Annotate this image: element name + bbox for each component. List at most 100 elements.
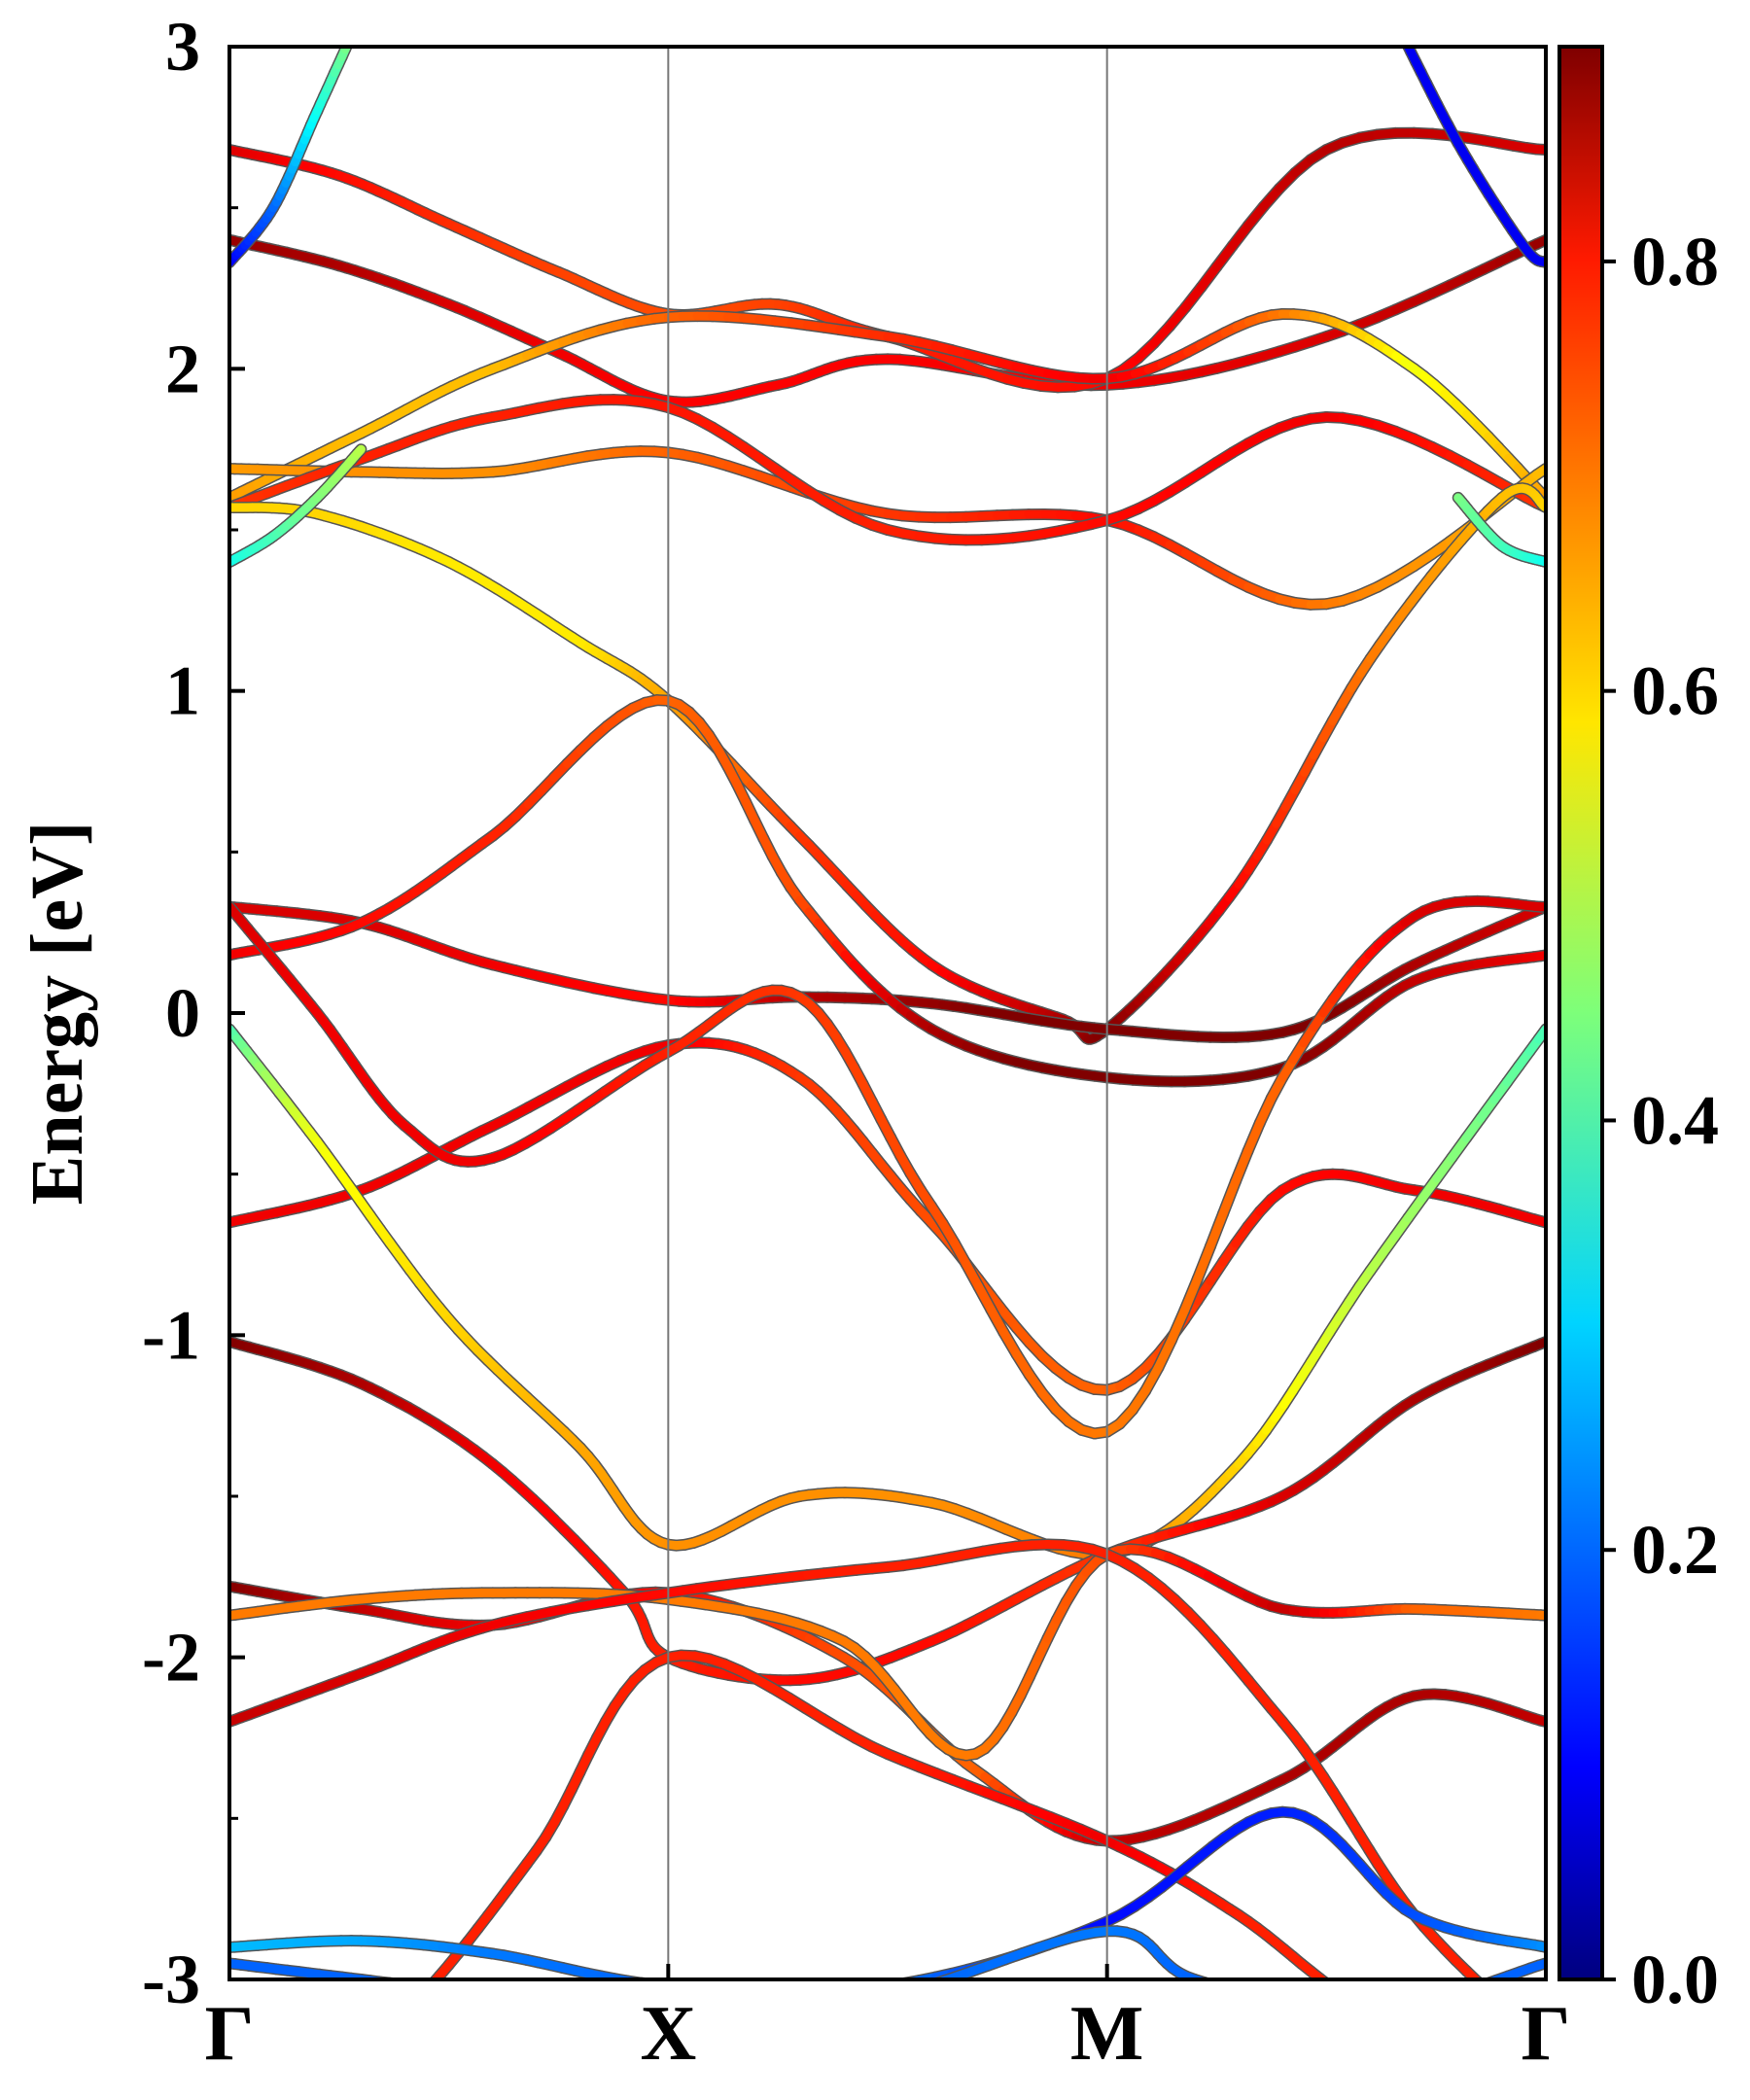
band-11 <box>229 1023 1546 1561</box>
band-segment <box>872 1986 888 1988</box>
band-segment-outline <box>791 2007 808 2008</box>
band-segment <box>1395 2023 1409 2029</box>
band-segment <box>1251 1996 1264 1999</box>
band-segment-outline <box>1398 26 1402 34</box>
band-segment-outline <box>1199 1977 1215 1979</box>
band-segment <box>406 1985 415 1986</box>
band-segment <box>613 2010 627 2011</box>
band-segment <box>1481 2054 1494 2059</box>
band-segment <box>370 2030 377 2032</box>
band-segment-outline <box>550 2003 563 2005</box>
y-tick-label: 0 <box>165 974 200 1052</box>
band-segment-outline <box>1408 2029 1422 2035</box>
band-segment-outline <box>527 2000 539 2002</box>
band-segment <box>1397 2006 1412 2009</box>
band-segment-outline <box>1317 2009 1331 2011</box>
band-segment-outline <box>650 1978 663 1979</box>
band-segment-outline <box>504 1997 515 1998</box>
band-segment-outline <box>1437 2040 1452 2045</box>
band-segment <box>482 1994 493 1995</box>
band-segment-outline <box>713 1989 728 1990</box>
band-segment-outline <box>808 1991 824 1992</box>
band-segment <box>1179 1274 1203 1315</box>
band-segment-outline <box>345 47 352 48</box>
bands-layer <box>229 15 1546 2068</box>
band-segment-outline <box>413 1996 422 2005</box>
band-segment <box>728 2011 744 2012</box>
band-segment-outline <box>1382 2017 1394 2023</box>
band-segment-outline <box>888 1992 903 1996</box>
band-segment <box>654 1984 668 1985</box>
band-segment-outline <box>856 1988 871 1990</box>
band-segment <box>575 2006 587 2008</box>
band-segment <box>1140 1362 1164 1395</box>
band-segment-outline <box>1472 1976 1485 1979</box>
colorbar-ticks: 0.80.60.40.20.0 <box>1602 223 1719 2018</box>
band-segment-outline <box>775 2008 791 2009</box>
band-segment-outline <box>1425 1999 1440 2003</box>
band-segment <box>563 2004 576 2006</box>
band-segment <box>1255 1094 1277 1128</box>
band-segment <box>682 1987 697 1988</box>
band-segment <box>1193 1242 1215 1283</box>
band-segment-outline <box>872 1996 888 1999</box>
band-segment <box>1330 1986 1340 1993</box>
band-segment <box>365 2033 370 2035</box>
band-segment <box>1452 2045 1466 2049</box>
band-segment <box>398 2012 405 2018</box>
band-segment-outline <box>601 2009 613 2010</box>
band-segment <box>324 2041 330 2043</box>
band-segment-outline <box>390 2018 397 2023</box>
band-segment <box>1227 1989 1239 1992</box>
band-segment <box>462 1992 472 1993</box>
band-21 <box>1398 26 1546 268</box>
band-segment-outline <box>317 2042 323 2044</box>
band-segment <box>390 2018 397 2023</box>
colorbar-tick-label: 0.6 <box>1631 652 1719 730</box>
band-segment-outline <box>472 1993 482 1994</box>
band-segment <box>304 2047 311 2049</box>
band-segment <box>1264 1999 1278 2002</box>
band-segment <box>1494 2059 1507 2063</box>
band-segment-outline <box>360 15 362 18</box>
band-segment <box>311 2044 318 2046</box>
band-segment <box>808 1991 824 1992</box>
band-segment <box>713 1989 728 1990</box>
band-segment <box>375 1977 392 1979</box>
band-segment-outline <box>268 2059 275 2062</box>
band-segment-outline <box>394 1978 407 1979</box>
band-segment-outline <box>891 1978 908 1979</box>
band-segment-outline <box>808 2005 824 2007</box>
band-15 <box>229 1538 1485 1979</box>
x-tick-label: X <box>640 1991 696 2077</box>
band-segment-outline <box>563 2004 576 2006</box>
band-segment <box>1454 1989 1469 1994</box>
band-segment-outline <box>1304 2007 1317 2009</box>
band-segment-outline <box>1331 2011 1345 2012</box>
band-segment <box>1215 1985 1227 1988</box>
band-segment <box>856 1988 871 1990</box>
band-segment-outline <box>515 1998 527 2000</box>
band-1 <box>229 233 1546 408</box>
band-segment-outline <box>462 1992 472 1993</box>
y-tick-label: 1 <box>165 652 200 730</box>
band-segment-outline <box>1383 2009 1397 2011</box>
band-segment-outline <box>398 2012 405 2018</box>
band-segment-outline <box>297 2048 303 2051</box>
band-segment <box>1466 2050 1481 2055</box>
band-segment <box>1383 2009 1397 2011</box>
band-16 <box>255 1649 1507 2068</box>
x-tick-label: M <box>1070 1991 1144 2077</box>
band-segment-outline <box>1402 47 1411 49</box>
band-segment <box>255 2065 262 2068</box>
y-tick-label: -3 <box>142 1941 200 2018</box>
band-segment <box>744 1991 759 1992</box>
band-segment <box>1473 1977 1483 1979</box>
band-segment <box>1437 2040 1452 2045</box>
band-segment <box>355 444 366 456</box>
band-segment-outline <box>1239 1992 1251 1995</box>
band-13 <box>229 1580 1546 1847</box>
band-segment <box>601 2009 613 2010</box>
band-segment-outline <box>823 1991 840 1992</box>
